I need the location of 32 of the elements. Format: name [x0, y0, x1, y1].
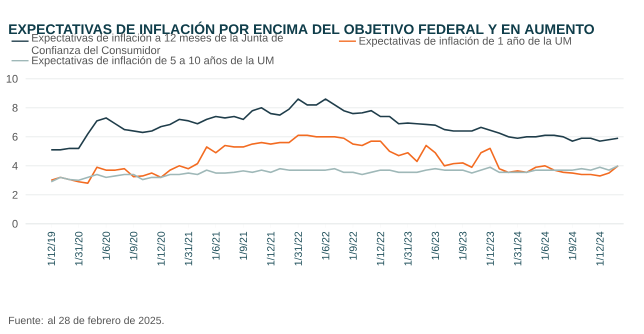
legend-label: Expectativas de inflación de 1 año de la UM [360, 36, 571, 47]
x-tick-label: 1/9/20 [130, 232, 138, 260]
x-tick-label: 1/31/23 [404, 232, 412, 266]
x-tick-label: 1/12/22 [376, 232, 384, 266]
x-tick-label: 1/6/22 [322, 232, 330, 260]
x-tick-label: 1/9/22 [349, 232, 357, 260]
x-tick-label: 1/6/20 [102, 232, 110, 260]
y-tick-label: 10 [6, 74, 18, 83]
x-tick-label: 1/12/24 [596, 232, 604, 266]
y-tick-label: 8 [12, 104, 18, 112]
x-tick-label: 1/31/20 [74, 232, 82, 266]
x-tick-label: 1/9/23 [458, 232, 467, 260]
x-tick-label: 1/12/23 [486, 232, 494, 266]
x-tick-label: 1/12/19 [47, 232, 56, 266]
x-tick-label: 1/31/22 [294, 232, 302, 266]
y-tick-label: 4 [12, 162, 18, 170]
x-tick-label: 1/9/24 [568, 232, 576, 260]
x-tick-label: 1/12/20 [157, 232, 165, 266]
legend-label: Expectativas de inflación a 12 meses de la Junta de Confianza del Consumidor [32, 33, 283, 54]
x-tick-label: 1/9/21 [239, 232, 248, 260]
source-note: Fuente: al 28 de febrero de 2025. [9, 316, 164, 324]
x-tick-label: 1/6/23 [431, 232, 440, 260]
x-tick-label: 1/6/24 [541, 232, 549, 260]
chart-title: EXPECTATIVAS DE INFLACIÓN POR ENCIMA DEL OBJETIVO FEDERAL Y EN AUMENTO [9, 22, 594, 34]
y-tick-label: 2 [12, 190, 18, 199]
x-tick-label: 1/31/21 [184, 232, 192, 266]
x-tick-label: 1/6/21 [212, 232, 220, 260]
y-tick-label: 6 [12, 132, 18, 141]
x-tick-label: 1/12/21 [266, 232, 275, 266]
legend-label: Expectativas de inflación de 5 a 10 años de la UM [32, 56, 274, 66]
x-tick-label: 1/31/24 [514, 232, 522, 266]
y-tick-label: 0 [12, 220, 18, 228]
